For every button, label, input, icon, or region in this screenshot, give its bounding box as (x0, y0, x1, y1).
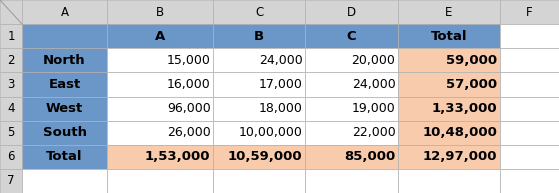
Bar (107, 48, 213, 72)
Text: 57,000: 57,000 (447, 78, 498, 91)
Bar (22, 48, 107, 72)
Text: 7: 7 (7, 174, 15, 187)
Bar (213, 72, 305, 96)
Bar (22, 24, 107, 48)
Text: West: West (46, 102, 83, 115)
Text: 6: 6 (7, 150, 15, 163)
Bar (213, 0, 305, 24)
Text: C: C (347, 30, 356, 43)
Bar (500, 121, 559, 145)
Text: 22,000: 22,000 (352, 126, 396, 139)
Bar (213, 96, 305, 121)
Text: 1,33,000: 1,33,000 (432, 102, 498, 115)
Bar (107, 145, 213, 169)
Text: 85,000: 85,000 (344, 150, 396, 163)
Bar (107, 169, 213, 193)
Bar (398, 121, 500, 145)
Bar (22, 121, 107, 145)
Bar (0, 96, 22, 121)
Bar (398, 169, 500, 193)
Bar (107, 24, 213, 48)
Bar (398, 145, 500, 169)
Text: A: A (60, 6, 69, 19)
Bar (0, 0, 22, 24)
Text: 59,000: 59,000 (447, 54, 498, 67)
Bar (305, 96, 398, 121)
Text: 4: 4 (7, 102, 15, 115)
Bar (22, 96, 107, 121)
Text: F: F (526, 6, 533, 19)
Text: 24,000: 24,000 (352, 78, 396, 91)
Text: 96,000: 96,000 (167, 102, 211, 115)
Bar (213, 145, 305, 169)
Bar (0, 145, 22, 169)
Text: 16,000: 16,000 (167, 78, 211, 91)
Bar (213, 24, 305, 48)
Text: C: C (255, 6, 263, 19)
Bar (305, 169, 398, 193)
Text: B: B (254, 30, 264, 43)
Bar (500, 145, 559, 169)
Bar (305, 145, 398, 169)
Text: 1: 1 (7, 30, 15, 43)
Bar (107, 0, 213, 24)
Bar (500, 48, 559, 72)
Bar (305, 0, 398, 24)
Bar (0, 169, 22, 193)
Bar (305, 24, 398, 48)
Text: 5: 5 (7, 126, 15, 139)
Text: D: D (347, 6, 356, 19)
Bar (500, 72, 559, 96)
Bar (398, 0, 500, 24)
Text: A: A (155, 30, 165, 43)
Text: 3: 3 (7, 78, 15, 91)
Text: East: East (49, 78, 80, 91)
Text: E: E (446, 6, 453, 19)
Bar (0, 121, 22, 145)
Text: 15,000: 15,000 (167, 54, 211, 67)
Bar (22, 145, 107, 169)
Text: South: South (42, 126, 87, 139)
Bar (107, 96, 213, 121)
Text: Total: Total (431, 30, 467, 43)
Text: 2: 2 (7, 54, 15, 67)
Text: 1,53,000: 1,53,000 (145, 150, 211, 163)
Text: 10,48,000: 10,48,000 (423, 126, 498, 139)
Bar (22, 72, 107, 96)
Bar (22, 169, 107, 193)
Text: B: B (156, 6, 164, 19)
Bar (0, 72, 22, 96)
Bar (305, 48, 398, 72)
Bar (398, 72, 500, 96)
Bar (305, 121, 398, 145)
Text: 20,000: 20,000 (352, 54, 396, 67)
Text: 18,000: 18,000 (259, 102, 302, 115)
Bar (500, 96, 559, 121)
Bar (107, 121, 213, 145)
Bar (213, 48, 305, 72)
Bar (500, 24, 559, 48)
Bar (398, 24, 500, 48)
Bar (0, 48, 22, 72)
Text: 10,00,000: 10,00,000 (239, 126, 302, 139)
Bar (213, 121, 305, 145)
Text: 19,000: 19,000 (352, 102, 396, 115)
Text: Total: Total (46, 150, 83, 163)
Text: 10,59,000: 10,59,000 (228, 150, 302, 163)
Text: 17,000: 17,000 (259, 78, 302, 91)
Text: 24,000: 24,000 (259, 54, 302, 67)
Bar (398, 48, 500, 72)
Text: 26,000: 26,000 (167, 126, 211, 139)
Bar (305, 72, 398, 96)
Bar (500, 169, 559, 193)
Text: North: North (43, 54, 86, 67)
Bar (398, 96, 500, 121)
Text: 12,97,000: 12,97,000 (423, 150, 498, 163)
Bar (107, 72, 213, 96)
Bar (22, 0, 107, 24)
Bar (213, 169, 305, 193)
Bar (500, 0, 559, 24)
Bar (0, 24, 22, 48)
